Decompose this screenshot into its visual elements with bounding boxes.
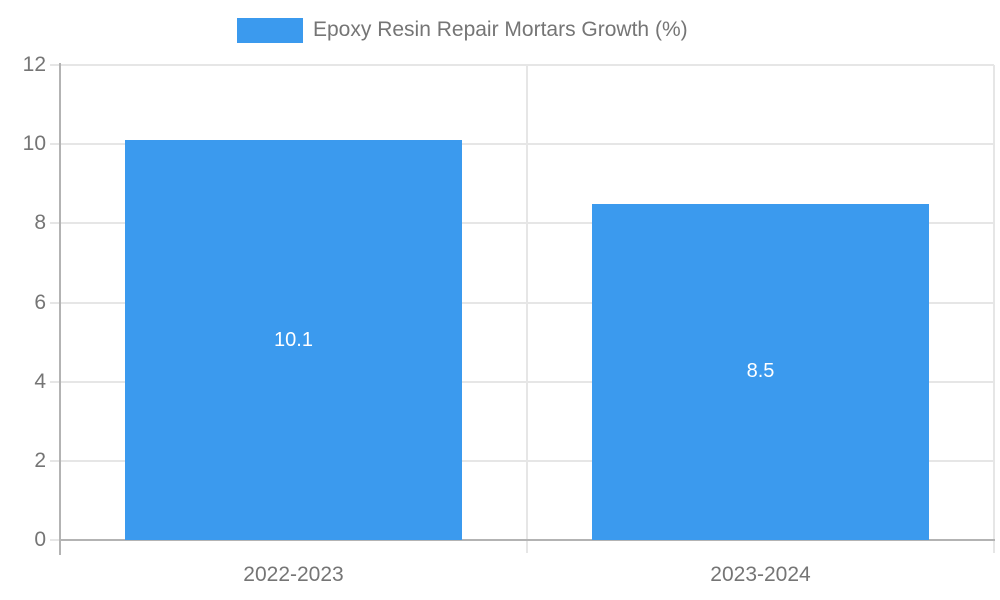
- y-tick-label-10: 10: [22, 132, 46, 156]
- gridline-y-6: [50, 301, 994, 304]
- y-tick-label-0: 0: [34, 528, 46, 551]
- gridline-x-boundary-1: [526, 65, 528, 553]
- x-axis-line: [59, 539, 995, 541]
- bar-2022-2023[interactable]: 10.1: [125, 140, 462, 540]
- bar-2023-2024[interactable]: 8.5: [592, 203, 929, 540]
- gridline-y-4: [50, 380, 994, 383]
- y-tick-label-6: 6: [34, 290, 46, 314]
- legend[interactable]: Epoxy Resin Repair Mortars Growth (%): [237, 16, 688, 44]
- gridline-y-12: [50, 64, 994, 66]
- gridline-x-boundary-2: [993, 65, 995, 553]
- y-axis-line: [59, 63, 61, 555]
- bar-value-label: 10.1: [274, 328, 313, 351]
- gridline-y-10: [50, 143, 994, 146]
- y-tick-label-4: 4: [34, 369, 46, 393]
- y-tick-label-2: 2: [34, 448, 46, 472]
- x-tick-label-2022-2023: 2022-2023: [243, 563, 344, 586]
- gridline-y-8: [50, 222, 994, 225]
- gridline-y-2: [50, 459, 994, 462]
- legend-swatch: [237, 17, 303, 43]
- x-tick-label-2023-2024: 2023-2024: [710, 563, 811, 586]
- bar-value-label: 8.5: [746, 360, 775, 383]
- legend-label: Epoxy Resin Repair Mortars Growth (%): [313, 18, 688, 41]
- y-tick-label-8: 8: [34, 211, 46, 235]
- y-tick-label-12: 12: [22, 53, 46, 76]
